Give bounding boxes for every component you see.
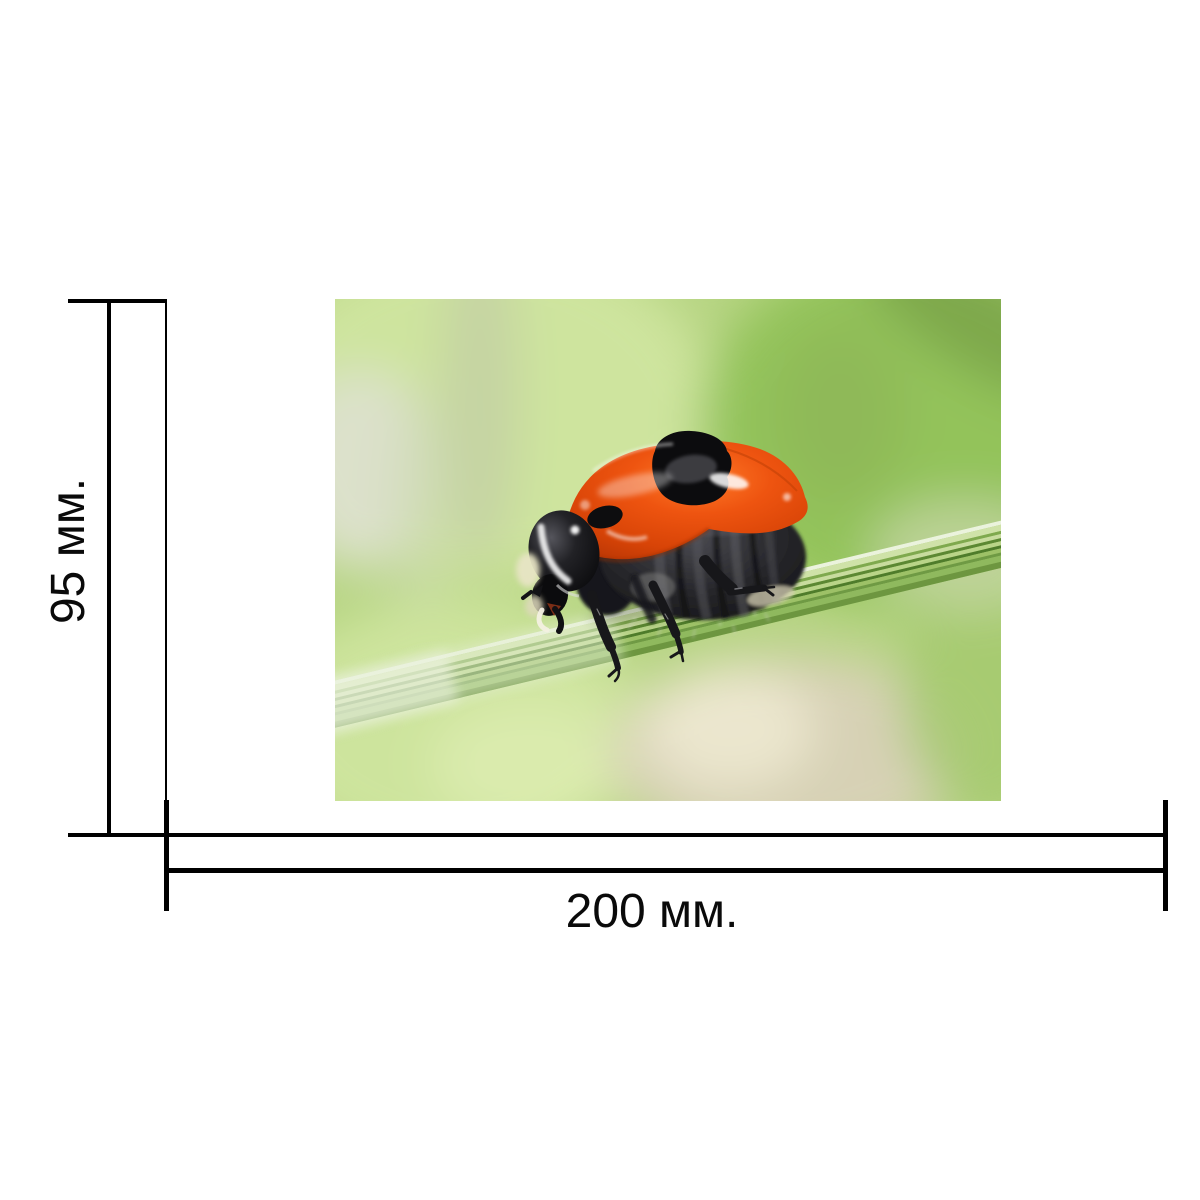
beetle-head	[516, 510, 600, 634]
height-top-tick	[68, 299, 167, 303]
elytra-front-spot	[587, 505, 623, 529]
height-extension-line	[165, 301, 167, 800]
width-left-tick	[164, 800, 169, 911]
width-dimension-label: 200 мм.	[565, 885, 739, 938]
baseline	[68, 833, 1167, 837]
width-right-tick	[1163, 800, 1168, 911]
antenna	[531, 585, 543, 597]
head-fuzz	[516, 553, 540, 587]
palp	[536, 607, 550, 633]
beetle-elytra	[565, 430, 808, 563]
beetle-legs	[587, 555, 776, 683]
height-dimension-label: 95 мм.	[42, 477, 95, 625]
product-photo	[335, 299, 1001, 801]
width-dimension-line	[166, 868, 1167, 873]
height-dimension-line	[107, 300, 111, 835]
beetle	[516, 430, 808, 683]
